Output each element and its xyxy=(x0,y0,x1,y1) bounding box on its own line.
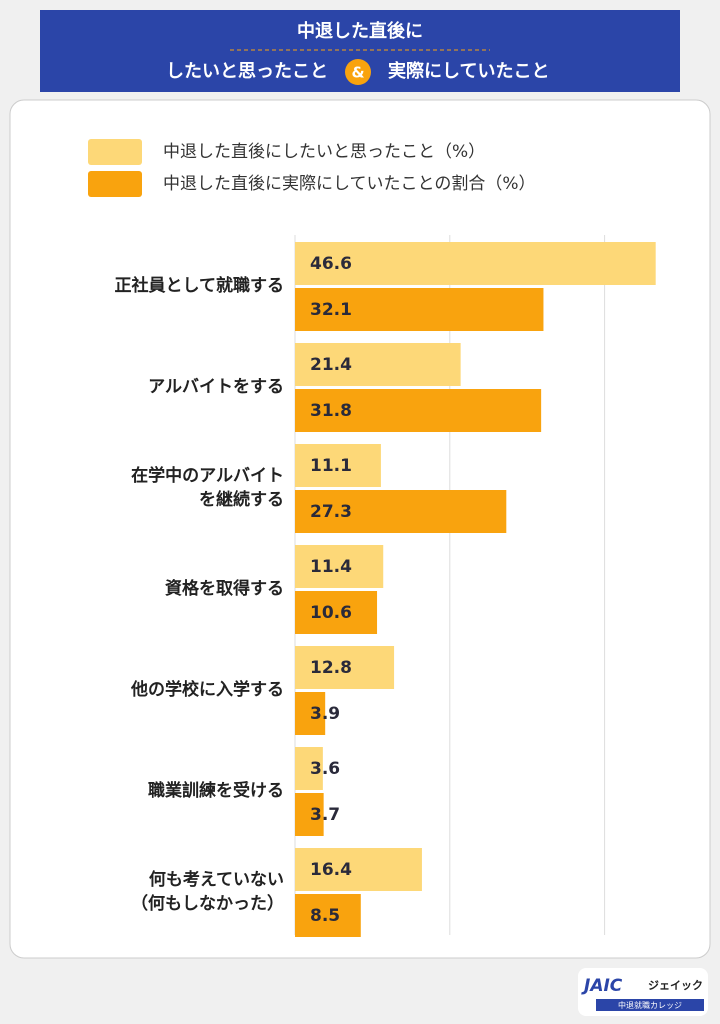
logo-sub: 中退就職カレッジ xyxy=(618,1000,682,1010)
legend-label: 中退した直後にしたいと思ったこと（%） xyxy=(163,142,485,162)
bar xyxy=(295,848,422,891)
title: 実際にしていたこと xyxy=(388,60,549,82)
bar xyxy=(295,894,361,937)
legend-swatch xyxy=(88,139,142,165)
value-label: 31.8 xyxy=(310,401,352,421)
value-label: 3.6 xyxy=(310,759,340,779)
bar xyxy=(295,288,544,331)
legend-label: 中退した直後に実際にしていたことの割合（%） xyxy=(163,174,535,194)
y-tick-label: 正社員として就職する xyxy=(114,276,285,296)
bar xyxy=(295,591,378,634)
bar xyxy=(295,242,656,285)
y-tick-label: 資格を取得する xyxy=(165,579,284,599)
value-label: 11.1 xyxy=(310,456,352,476)
value-label: 8.5 xyxy=(310,906,340,926)
bar xyxy=(295,545,384,588)
amp-badge xyxy=(345,59,371,85)
logo-band xyxy=(596,999,704,1011)
logo-mark: JAIC xyxy=(581,976,623,996)
bar xyxy=(295,747,323,790)
value-label: 27.3 xyxy=(310,502,352,522)
value-label: 16.4 xyxy=(310,860,352,880)
y-tick-label: 職業訓練を受ける xyxy=(148,781,284,801)
title: & xyxy=(351,64,364,82)
title: 中退した直後に xyxy=(297,20,423,42)
value-label: 11.4 xyxy=(310,557,352,577)
bar xyxy=(295,343,461,386)
bar xyxy=(295,444,381,487)
legend-swatch xyxy=(88,171,142,197)
y-tick-label: アルバイトをする xyxy=(148,377,284,397)
value-label: 12.8 xyxy=(310,658,352,678)
title: したいと思ったこと xyxy=(166,61,328,82)
y-tick-label: 何も考えていない （何もしなかった） xyxy=(131,870,284,914)
bar xyxy=(295,389,542,432)
value-label: 10.6 xyxy=(310,603,352,623)
y-tick-label: 在学中のアルバイト を継続する xyxy=(131,466,284,510)
value-label: 32.1 xyxy=(310,300,352,320)
value-label: 21.4 xyxy=(310,355,352,375)
y-tick-label: 他の学校に入学する xyxy=(131,680,284,700)
bar xyxy=(295,646,395,689)
bar xyxy=(295,490,507,533)
value-label: 46.6 xyxy=(310,254,352,274)
logo-name: ジェイック xyxy=(648,979,703,992)
bar xyxy=(295,793,324,836)
value-label: 3.7 xyxy=(310,805,340,825)
value-label: 3.9 xyxy=(310,704,340,724)
bar xyxy=(295,692,326,735)
